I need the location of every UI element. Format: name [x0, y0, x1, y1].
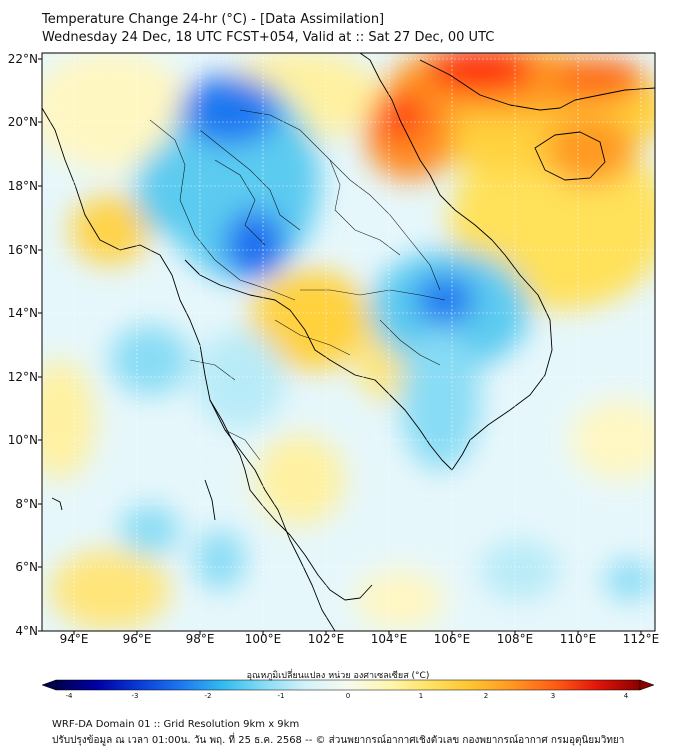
lon-label: 96°E — [122, 632, 152, 646]
colorbar — [41, 679, 655, 691]
colorbar-max-arrow — [639, 679, 655, 691]
lat-label: 18°N — [7, 179, 38, 193]
colorbar-tick: 0 — [345, 692, 351, 700]
lon-label: 98°E — [185, 632, 215, 646]
lat-label: 10°N — [7, 433, 38, 447]
chart-subtitle: Wednesday 24 Dec, 18 UTC FCST+054, Valid… — [42, 30, 495, 45]
country-borders — [149, 109, 446, 461]
lat-label: 14°N — [7, 306, 38, 320]
lon-label: 106°E — [433, 632, 471, 646]
colorbar-tick: -3 — [131, 692, 139, 700]
lon-label: 104°E — [370, 632, 408, 646]
lon-label: 108°E — [496, 632, 534, 646]
lon-label: 100°E — [244, 632, 282, 646]
lat-label: 12°N — [7, 370, 38, 384]
colorbar-min-arrow — [41, 679, 57, 691]
colorbar-label: อุณหภูมิเปลี่ยนแปลง หน่วย องศาเซลเซียส (… — [246, 671, 430, 681]
colorbar-tick: -1 — [277, 692, 285, 700]
colorbar-tick: 3 — [550, 692, 556, 700]
field-layer — [42, 53, 655, 631]
graticule — [42, 53, 655, 631]
colorbar-tick: 1 — [418, 692, 424, 700]
lat-label: 4°N — [15, 624, 38, 638]
colorbar-tick: 2 — [483, 692, 489, 700]
plot-frame — [41, 52, 656, 632]
temperature-field — [42, 53, 655, 630]
lon-label: 102°E — [307, 632, 345, 646]
axis-ticks — [38, 58, 642, 635]
colorbar-tick: -2 — [204, 692, 212, 700]
lat-label: 16°N — [7, 243, 38, 257]
colorbar-tick: 4 — [623, 692, 629, 700]
lon-label: 112°E — [622, 632, 660, 646]
temperature-map — [38, 52, 656, 691]
lon-label: 94°E — [59, 632, 89, 646]
lat-label: 8°N — [15, 497, 38, 511]
lat-label: 22°N — [7, 52, 38, 66]
chart-title: Temperature Change 24-hr (°C) - [Data As… — [42, 12, 385, 27]
lat-label: 20°N — [7, 115, 38, 129]
colorbar-tick: -4 — [65, 692, 73, 700]
footer-update-info: ปรับปรุงข้อมูล ณ เวลา 01:00น. วัน พฤ. ที… — [52, 735, 625, 746]
lon-label: 110°E — [559, 632, 597, 646]
footer-domain-info: WRF-DA Domain 01 :: Grid Resolution 9km … — [52, 719, 300, 730]
lat-label: 6°N — [15, 560, 38, 574]
